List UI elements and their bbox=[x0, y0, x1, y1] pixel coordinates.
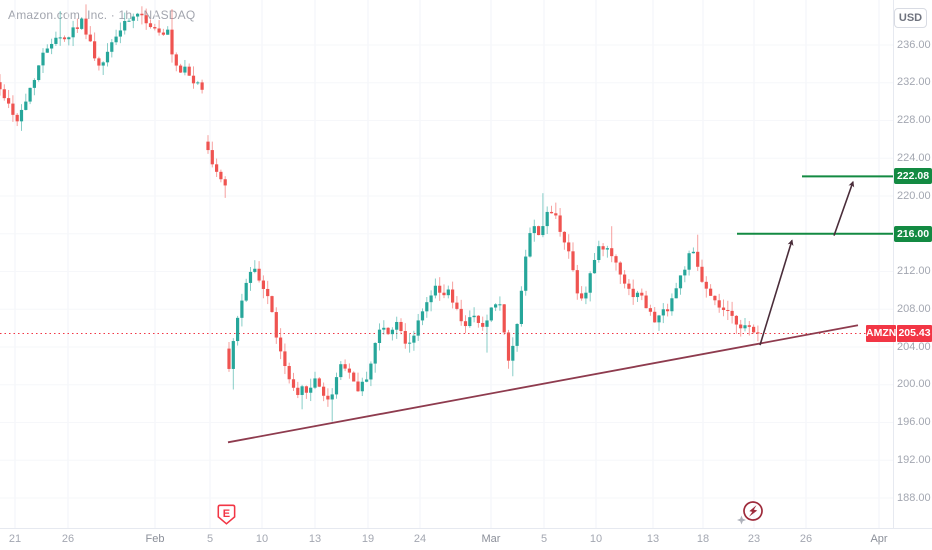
time-tick-label: 19 bbox=[361, 533, 375, 545]
time-tick-label: 18 bbox=[696, 533, 710, 545]
price-tick-label: 228.00 bbox=[897, 114, 931, 126]
price-tick-label: 192.00 bbox=[897, 453, 931, 466]
time-tick-label: 24 bbox=[413, 533, 427, 545]
time-tick-label: 21 bbox=[8, 533, 22, 545]
earnings-icon[interactable]: E bbox=[217, 504, 239, 535]
price-tick-label: 220.00 bbox=[897, 189, 931, 202]
price-tick-label: 224.00 bbox=[897, 151, 931, 164]
time-tick-label: 10 bbox=[255, 533, 269, 545]
earnings-letter: E bbox=[223, 508, 230, 520]
time-tick-label: Mar bbox=[481, 533, 501, 545]
time-tick-label: 13 bbox=[646, 533, 660, 545]
candle-wicks bbox=[0, 4, 759, 422]
alert-lightning-icon[interactable] bbox=[736, 499, 766, 532]
time-axis-separator bbox=[0, 528, 932, 529]
sparkle-glyph bbox=[737, 515, 746, 525]
time-tick-label: 23 bbox=[747, 533, 761, 545]
projection-arrow-1[interactable] bbox=[759, 239, 794, 346]
price-axis-separator bbox=[893, 0, 894, 528]
time-tick-label: 26 bbox=[799, 533, 813, 545]
price-tick-label: 196.00 bbox=[897, 416, 931, 428]
candle-bodies bbox=[0, 13, 760, 400]
price-tick-label: 208.00 bbox=[897, 302, 931, 315]
symbol-title: Amazon.com, Inc. · 1h · NASDAQ bbox=[8, 8, 196, 22]
time-tick-label: Apr bbox=[870, 533, 888, 545]
price-tick-label: 236.00 bbox=[897, 38, 931, 51]
price-tick-label: 232.00 bbox=[897, 76, 931, 89]
last-price-value-flag: 205.43 bbox=[897, 325, 932, 342]
time-tick-label: 13 bbox=[308, 533, 322, 545]
time-tick-label: 10 bbox=[589, 533, 603, 545]
price-tick-label: 204.00 bbox=[897, 340, 931, 353]
price-tick-label: 200.00 bbox=[897, 378, 931, 391]
price-level-badge-222[interactable]: 222.08 bbox=[894, 168, 932, 185]
lightning-bolt-glyph bbox=[749, 505, 758, 517]
time-tick-label: 5 bbox=[206, 533, 214, 545]
price-level-badge-216[interactable]: 216.00 bbox=[894, 225, 932, 242]
time-tick-label: 26 bbox=[61, 533, 75, 545]
price-tick-label: 188.00 bbox=[897, 491, 931, 504]
currency-button[interactable]: USD bbox=[894, 8, 927, 28]
time-tick-label: Feb bbox=[145, 533, 165, 545]
last-price-symbol-flag: AMZN bbox=[866, 325, 896, 342]
ascending-trendline[interactable] bbox=[227, 324, 859, 444]
time-tick-label: 5 bbox=[540, 533, 548, 545]
projection-arrow-2[interactable] bbox=[833, 180, 855, 236]
price-tick-label: 212.00 bbox=[897, 265, 931, 277]
grid bbox=[14, 0, 880, 528]
